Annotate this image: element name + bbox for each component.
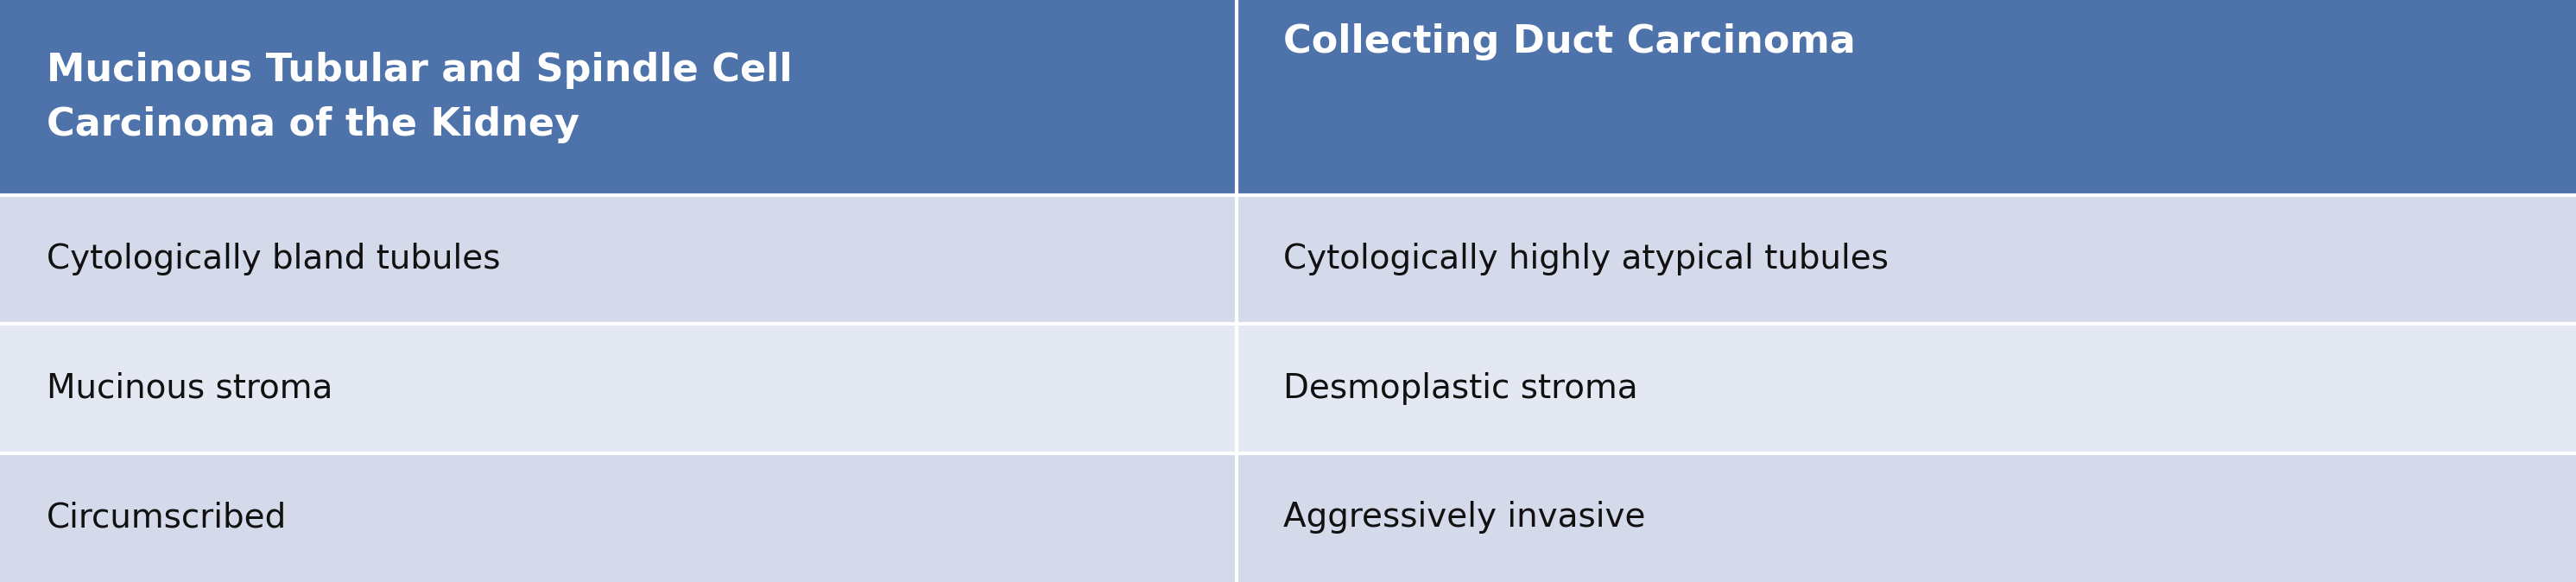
Bar xyxy=(0,0,1236,195)
Text: Circumscribed: Circumscribed xyxy=(46,501,286,534)
Bar xyxy=(0,195,1236,324)
Text: Cytologically bland tubules: Cytologically bland tubules xyxy=(46,243,500,276)
Bar xyxy=(1236,453,2576,582)
Bar xyxy=(1236,0,2576,195)
Text: Mucinous stroma: Mucinous stroma xyxy=(46,372,332,405)
Bar xyxy=(1236,195,2576,324)
Text: Aggressively invasive: Aggressively invasive xyxy=(1283,501,1646,534)
Text: Desmoplastic stroma: Desmoplastic stroma xyxy=(1283,372,1638,405)
Bar xyxy=(0,324,1236,453)
Text: Mucinous Tubular and Spindle Cell
Carcinoma of the Kidney: Mucinous Tubular and Spindle Cell Carcin… xyxy=(46,52,793,143)
Bar xyxy=(1236,324,2576,453)
Text: Cytologically highly atypical tubules: Cytologically highly atypical tubules xyxy=(1283,243,1888,276)
Text: Collecting Duct Carcinoma: Collecting Duct Carcinoma xyxy=(1283,23,1855,61)
Bar xyxy=(0,453,1236,582)
